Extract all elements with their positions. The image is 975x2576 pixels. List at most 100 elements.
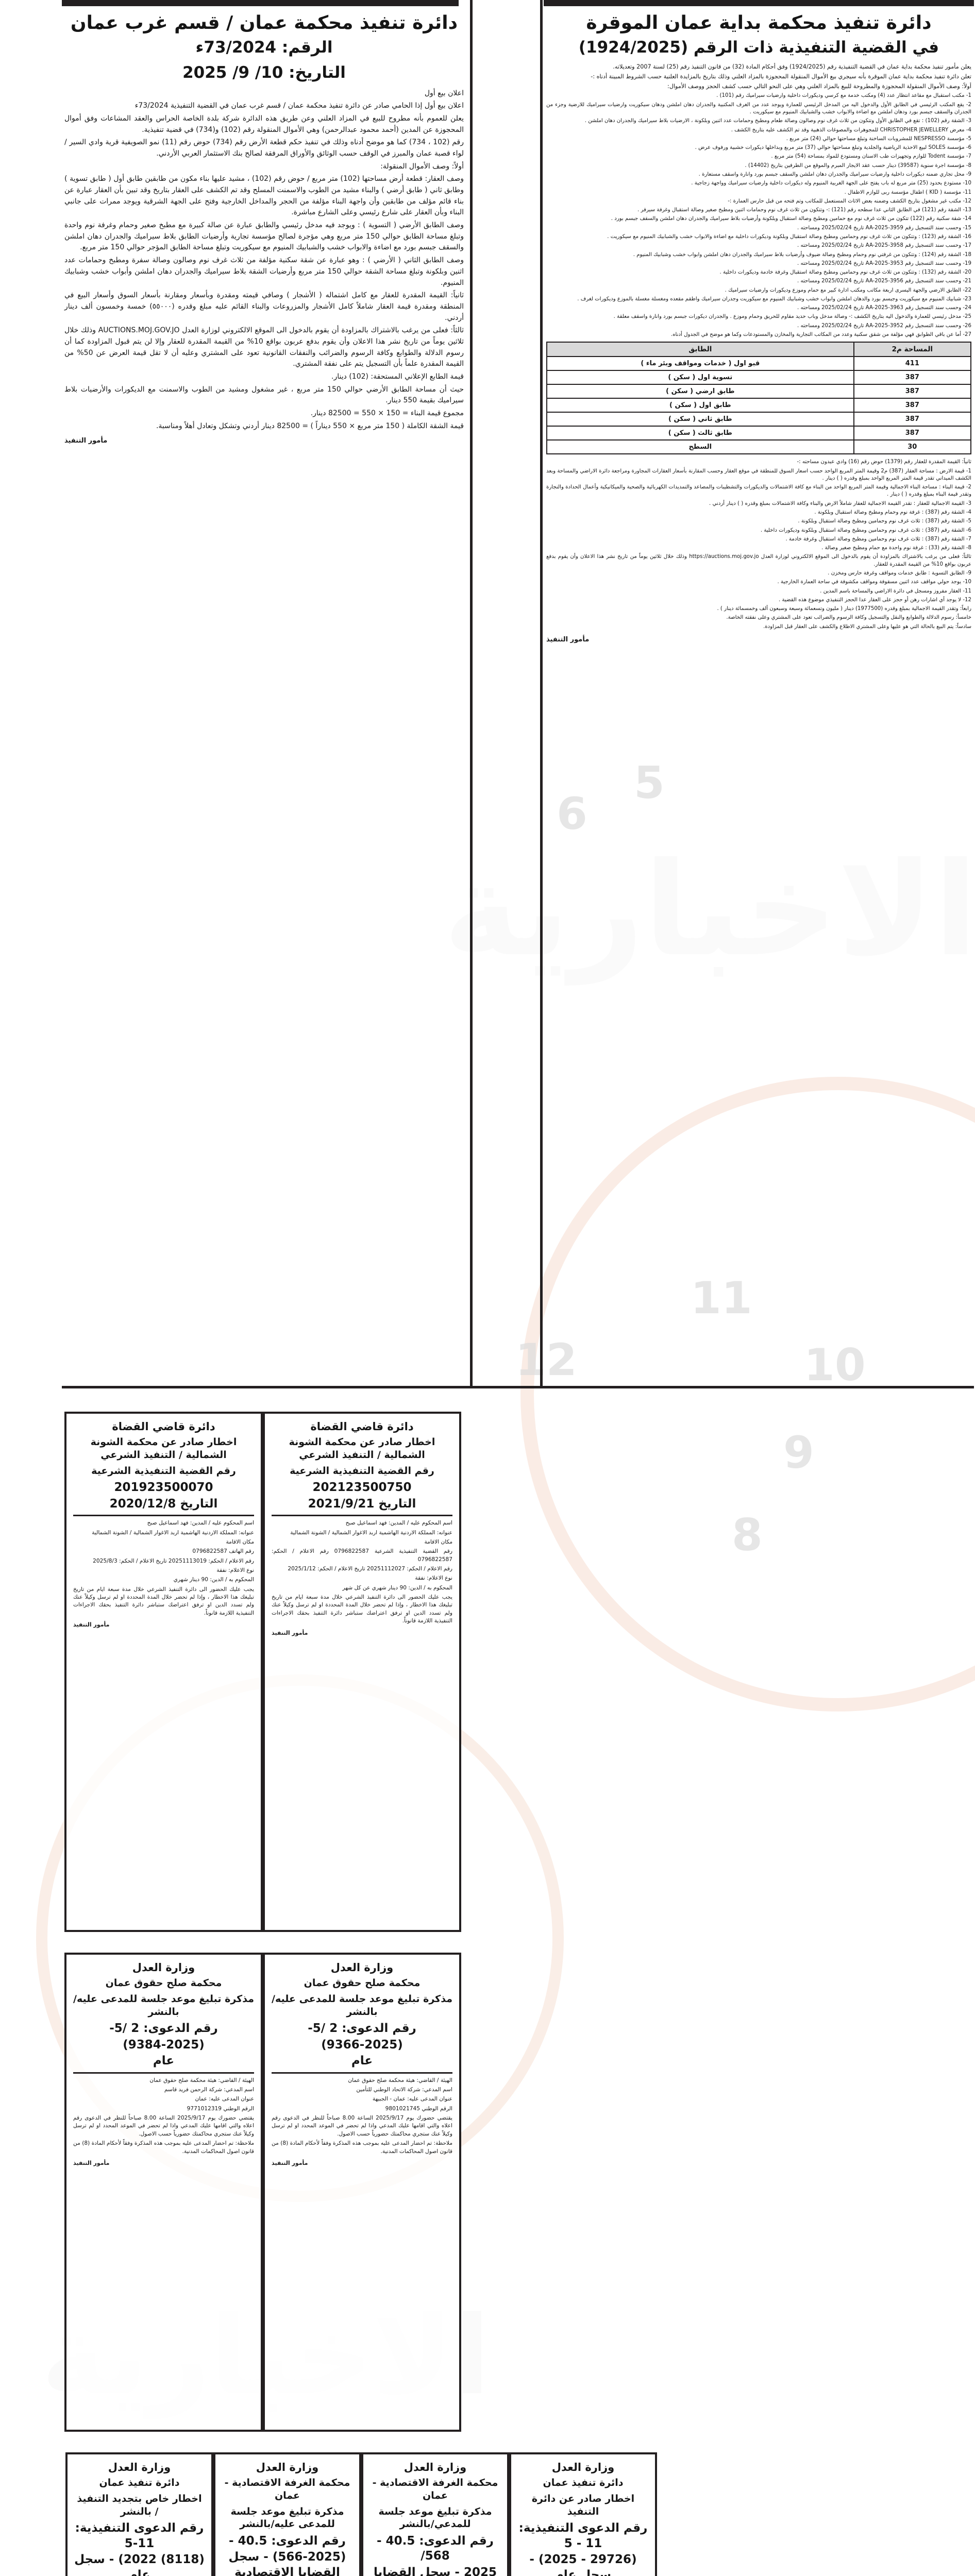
notice-date: التاريخ 2021/9/21 [308, 1497, 416, 1511]
notice-subtitle: رقم القضية التنفيذية الشرعية [290, 1465, 434, 1477]
table-cell-floor: طابق ارضي ( سكن ) [546, 384, 854, 399]
right-item-16: 17- وحسب سند التسجيل رقم 3958-AA-2025 تا… [797, 243, 971, 249]
right-item-20: 21- وحسب سند التسجيل رقم 3956-AA-2025 تا… [797, 278, 971, 284]
notice-authority: وزارة العدل [330, 1961, 394, 1974]
right-item-22: 23- شبابيك المنيوم مع سيكوريت وجبسم بورد… [577, 296, 971, 302]
notice-line-4: رقم الاعلام / الحكم: 20251112027 تاريخ ا… [288, 1566, 452, 1572]
notice-line-7: يجب عليك الحضور الى دائرة التنفيذ الشرعي… [73, 1586, 254, 1616]
notice-divider [272, 1515, 452, 1517]
notice-line-5: ملاحظة: تم احضار المدعى عليه بموجب هذه ا… [272, 2140, 452, 2155]
table-row: 387 طابق اول ( سكن ) [546, 398, 972, 413]
notice-case-number: 201923500070 [114, 1481, 213, 1495]
right-after-paragraph-6: 6- الشقة رقم (387) : ثلاث غرف نوم وحمامي… [760, 527, 971, 533]
notice-box: وزارة العدل محكمة الغرفة الاقتصادية - عما… [361, 2452, 509, 2576]
notice-authority: وزارة العدل [404, 2461, 467, 2473]
column-left-west-amman: دائرة تنفيذ محكمة عمان / قسم غرب عمان ال… [64, 11, 464, 445]
right-item-8: 9- محل تجاري ضمنه ديكورات داخلية وارضيات… [698, 171, 971, 177]
notice-box: وزارة العدل محكمة صلح حقوق عمان مذكرة تبلي… [263, 1953, 461, 2432]
notice-authority: دائرة قاضي القضاة [112, 1420, 215, 1433]
column-separator-main [470, 0, 473, 1386]
right-item-25: 26- وحسب سند التسجيل رقم 3952-AA-2025 تا… [797, 323, 971, 329]
notice-authority: وزارة العدل [132, 1961, 195, 1974]
left-paragraph-7: وصف الطابق الثاني ( الأرضي ) : وهو عبارة… [64, 256, 464, 287]
table-col-header-1: الطابق [546, 342, 854, 358]
left-paragraph-8: ثانياً: القيمة المقدرة للعقار مع كامل اش… [64, 291, 464, 322]
top-rule-right [544, 0, 974, 6]
right-after-paragraph-10: 9- الطابق التسوية : طابق خدمات ومواقف وغ… [828, 570, 971, 576]
table-cell-area: 387 [853, 426, 972, 441]
notice-subtitle: اخطار صادر عن دائرة التنفيذ [531, 2493, 635, 2517]
right-item-13: 14- شقة سكنية رقم (122) تتكون من ثلاث غر… [611, 216, 971, 222]
right-after-paragraph-2: 2- قيمة البناء : مساحة البناء الاجمالية … [546, 484, 971, 498]
notice-authority: دائرة قاضي القضاة [310, 1420, 414, 1433]
notice-line-2: عنوان المدعى عليه: عمان [195, 2096, 254, 2103]
notice-case-number: (8118) 2022) - سجل عام [74, 2553, 205, 2576]
notice-case-number: (9366-2025) [321, 2038, 403, 2052]
notice-case-line: رقم الدعوى: 40.5 - [229, 2534, 346, 2548]
notice-title: دائرة تنفيذ عمان [99, 2477, 180, 2489]
notice-line-0: اسم المحكوم عليه / المدين: فهد اسماعيل ص… [345, 1520, 452, 1527]
left-paragraph-11: حيث أن مساحة الطابق الأرضي حوالي 150 متر… [64, 385, 464, 405]
notice-divider [73, 2072, 254, 2074]
notice-case-line: رقم الدعوى: 40.5 - 568/ [377, 2534, 494, 2563]
right-item-12: 13- الشقة رقم (121) في الطابق الثاني عدا… [637, 207, 971, 213]
right-item-3: 4- معرض CHRISTOPHER JEWELLERY للمجوهرات … [731, 127, 971, 133]
notice-line-3: رقم الهاتف 0796822587 [192, 1548, 254, 1555]
right-item-18: 19- وحسب سند التسجيل رقم 3953-AA-2025 تا… [797, 260, 971, 266]
right-item-23: 24- وحسب سند التسجيل رقم 3963-AA-2025 تا… [797, 305, 971, 311]
notice-signature: مأمور التنفيذ [272, 1629, 308, 1636]
right-after-paragraph-14: رابعاً: وتقدر القيمة الاجمالية بمبلغ وقد… [717, 606, 971, 612]
right-after-paragraph-15: خامساً: رسوم الدلالة والطوابع والنقل وال… [726, 615, 971, 621]
right-item-17: 18- الشقة رقم (124) : وتتكون من غرفتي نو… [633, 251, 971, 258]
right-item-11: 12- مكتب غير مشغول بتاريخ الكشف وضمنه بع… [728, 198, 971, 204]
clock-number-12: 12 [515, 1334, 577, 1386]
notice-divider [73, 1515, 254, 1517]
left-paragraph-1: اعلان بيع أول إذا الحامي صادر عن دائرة ت… [135, 101, 464, 110]
right-after-paragraph-1: 1- قيمة الارض : مساحة العقار (387) م2 وق… [546, 468, 971, 481]
right-after-paragraph-3: 3- القيمة الاجمالية للعقار : تقدر القيمة… [709, 500, 971, 506]
right-intro-paragraph-1: تعلن دائرة تنفيذ محكمة بداية عمان الموقر… [591, 73, 971, 80]
table-cell-floor: قبو اول ( خدمات ومواقف وبئر ماء ) [546, 356, 854, 371]
notice-case-number: (566-2025) - سجل القضايا الاقتصادية [228, 2550, 346, 2576]
notice-box: وزارة العدل محكمة الغرفة الاقتصادية - عما… [213, 2452, 361, 2576]
table-header-row: المساحة م2 الطابق [546, 342, 972, 358]
notice-title: اخطار صادر عن محكمة الشونة الشمالية / ال… [90, 1436, 237, 1461]
table-body: 411 قبو اول ( خدمات ومواقف وبئر ماء ) 387 ت… [546, 356, 972, 455]
right-item-21: 22- الطابق الارضي والجهة اليسرى اربعة مك… [725, 287, 971, 293]
right-after-paragraph-8: 8- الشقة رقم (33) : غرفة نوم واحدة مع حم… [821, 545, 971, 551]
notice-box: دائرة قاضي القضاة اخطار صادر عن محكمة الش… [263, 1412, 461, 1932]
right-after-paragraph-5: 5- الشقة رقم (387) : ثلاث غرف نوم وحمامي… [798, 518, 971, 524]
clock-number-11: 11 [691, 1273, 752, 1324]
notice-title: اخطار صادر عن محكمة الشونة الشمالية / ال… [289, 1436, 435, 1461]
right-item-0: 1- مكتب استقبال مع مقاعد انتظار عدد (4) … [716, 93, 971, 99]
notice-case-line: رقم الدعوى: 2 /5- [109, 2022, 218, 2036]
notice-line-4: رقم الاعلام / الحكم: 20251113019 تاريخ ا… [93, 1557, 254, 1564]
table-row: 387 تسوية اول ( سكن ) [546, 370, 972, 385]
right-intro-paragraph-2: أولاً: وصف الأموال المنقولة المحجوزة وال… [667, 83, 971, 90]
right-after-paragraph-12: 11- العقار مفروز ومسجل في دائرة الاراضي … [820, 588, 971, 594]
right-item-7: 8- مؤسسة اجرة سنوية (39587) دينار حسب عق… [745, 162, 971, 168]
notice-line-1: عنوانه: المملكة الاردنية الهاشمية اربد ا… [92, 1529, 254, 1536]
right-item-14: 15- وحسب سند التسجيل رقم 3959-AA-2025 تا… [797, 225, 971, 231]
notice-line-5: ملاحظة: تم احضار المدعى عليه بموجب هذه ا… [73, 2140, 254, 2155]
notice-case-number: (9384-2025) [123, 2038, 205, 2052]
table-cell-area: 411 [853, 356, 972, 371]
left-paragraph-10: قيمة الطابع الإعلاني المستحقة: (102) دين… [331, 372, 464, 381]
notice-case-number: 2025 - سجل القضايا الاقتصادية [374, 2565, 497, 2576]
table-cell-floor: طابق ثالث ( سكن ) [546, 426, 854, 441]
notice-divider [272, 2072, 452, 2074]
table-cell-floor: طابق ثاني ( سكن ) [546, 412, 854, 427]
right-item-4: 5- مؤسسة NESPRESSO للمشروبات الساخنة وتب… [786, 135, 971, 142]
clock-number-6: 6 [557, 788, 587, 840]
right-title-line2: في القضية التنفيذية ذات الرقم (1924/2025… [578, 38, 939, 57]
right-after-paragraph-4: 4- الشقة رقم (387) : غرفة نوم وحمام ومطب… [814, 510, 971, 516]
notice-box: وزارة العدل دائرة تنفيذ عمان اخطار خاص بتج… [65, 2452, 213, 2576]
notice-box-row-3: وزارة العدل دائرة تنفيذ عمان اخطار صادر عن… [64, 2452, 657, 2576]
right-after-paragraph-0: ثانياً: القيمة المقدرة للعقار رقم (1379)… [797, 459, 971, 465]
notice-line-5: نوع الاعلام: نفقة [415, 1575, 452, 1582]
notice-box: وزارة العدل محكمة صلح حقوق عمان مذكرة تبلي… [64, 1953, 263, 2432]
notice-case-number: (29726 - 2025) - سجل عام [529, 2553, 637, 2576]
floors-area-table: المساحة م2 الطابق 411 قبو اول ( خدمات وموا… [546, 342, 972, 455]
notice-line-2: مكان الاقامة [424, 1538, 452, 1545]
